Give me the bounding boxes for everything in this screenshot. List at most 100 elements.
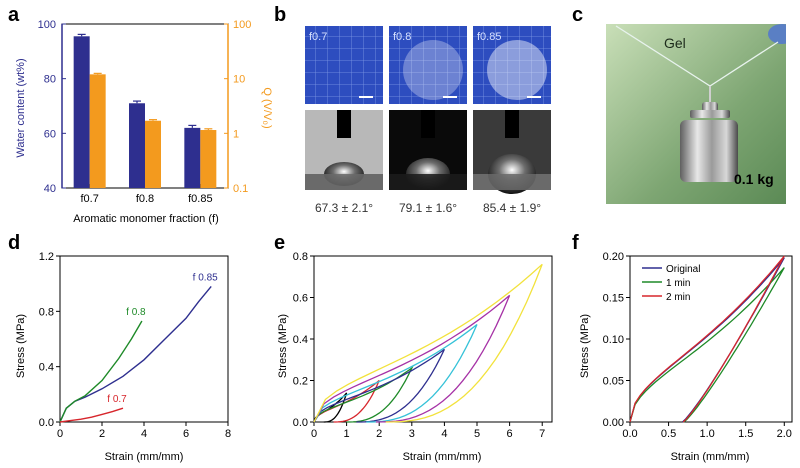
chart-a-y-tick-label: 60: [44, 128, 56, 140]
chart-d-y-tick-label: 0.0: [39, 417, 54, 429]
chart-e-cycle-loop: [313, 294, 511, 423]
chart-e-x-tick-label: 0: [311, 428, 317, 440]
weight-body: [680, 120, 738, 182]
chart-e-x-tick-label: 6: [507, 428, 513, 440]
chart-e-cyclic-loading: 0 1 2 3 4 5 6 7 0.0 0.2 0.4 0.6 0.8 Stress (MPa) Str…: [277, 251, 553, 463]
chart-e-x-tick-label: 5: [474, 428, 480, 440]
needle: [421, 110, 435, 138]
chart-e-x-axis-label: Strain (mm/mm): [403, 451, 482, 463]
sample-label: f0.85: [477, 31, 501, 43]
chart-a-bar: [89, 74, 106, 188]
chart-a-y-axis-label: Water content (wt%): [15, 58, 27, 157]
panel-label-f: f: [572, 232, 579, 254]
chart-a-x-tick-label: f0.7: [80, 193, 98, 205]
contact-angle-figure: f0.7 67.3 ± 2.1° f0.8 79.1 ± 1.6° f0.85 85.4 …: [305, 26, 551, 215]
chart-e-y-tick-label: 0.6: [293, 293, 308, 305]
chart-e-frame: [313, 255, 553, 423]
weight-knob: [702, 102, 718, 112]
chart-d-x-tick-label: 0: [57, 428, 63, 440]
chart-e-x-tick-label: 3: [409, 428, 415, 440]
gel-disc: [487, 40, 547, 100]
sample-label: f0.7: [309, 31, 327, 43]
chart-f-y-tick-label: 0.00: [603, 417, 624, 429]
panel-label-d: d: [8, 232, 21, 254]
chart-f-x-tick-label: 0.0: [622, 428, 637, 440]
weight-label: 0.1 kg: [734, 171, 774, 187]
chart-f-recovery-loops: 0.0 0.5 1.0 1.5 2.0 0.00 0.05 0.10 0.15 0.20 Orig…: [579, 251, 793, 463]
chart-a-bar: [73, 36, 90, 188]
chart-f-series-loop: [629, 267, 785, 423]
chart-d-series-line: [59, 320, 143, 423]
chart-a-y-tick-label: 100: [38, 19, 56, 31]
chart-f-legend-label: 2 min: [666, 292, 690, 303]
chart-f-x-tick-label: 1.0: [699, 428, 714, 440]
panel-label-b: b: [274, 4, 287, 26]
chart-d-y-tick-label: 0.8: [39, 306, 54, 318]
chart-f-y-tick-label: 0.10: [603, 334, 624, 346]
chart-f-legend-label: Original: [666, 264, 700, 275]
contact-angle-sample: f0.7 67.3 ± 2.1°: [305, 26, 383, 215]
chart-d-series-label: f 0.8: [126, 307, 146, 318]
chart-a-right-tick-label: 1: [233, 128, 239, 140]
chart-f-x-tick-label: 2.0: [777, 428, 792, 440]
chart-e-cycle-loop: [313, 323, 478, 423]
chart-a-right-tick-label: 10: [233, 74, 245, 86]
chart-f-x-tick-label: 1.5: [738, 428, 753, 440]
chart-e-y-tick-label: 0.0: [293, 417, 308, 429]
chart-e-x-tick-label: 2: [376, 428, 382, 440]
contact-angle-panel: f0.7 67.3 ± 2.1° f0.8 79.1 ± 1.6° f0.85 85.4 …: [303, 24, 559, 220]
chart-a-y-tick-label: 80: [44, 74, 56, 86]
needle: [337, 110, 351, 138]
chart-e-cycle-loop: [313, 263, 543, 423]
chart-f-y-tick-label: 0.20: [603, 251, 624, 263]
contact-angle-sample: f0.85 85.4 ± 1.9°: [473, 26, 551, 215]
chart-a-water-content-swelling: 40 60 80 100 0.1 1 10 100 f0.7 f0.8 f0.85 Water co…: [15, 19, 273, 225]
contact-angle-value: 67.3 ± 2.1°: [315, 201, 373, 215]
chart-e-y-tick-label: 0.4: [293, 334, 308, 346]
chart-d-x-axis-label: Strain (mm/mm): [105, 451, 184, 463]
chart-d-series-line: [59, 407, 124, 423]
gel-label: Gel: [664, 35, 686, 51]
chart-a-right-tick-label: 100: [233, 19, 251, 31]
gel-disc: [403, 40, 463, 100]
chart-f-series-loop: [629, 255, 785, 423]
chart-f-legend-label: 1 min: [666, 278, 690, 289]
grid-photo: [473, 26, 551, 104]
chart-e-cycle-loop: [313, 366, 414, 423]
chart-a-x-tick-label: f0.85: [188, 193, 212, 205]
chart-e-cycle-loop: [313, 348, 445, 423]
chart-a-right-tick-label: 0.1: [233, 183, 248, 195]
chart-e-x-tick-label: 4: [441, 428, 447, 440]
chart-d-y-axis-label: Stress (MPa): [15, 314, 27, 378]
contact-angle-value: 85.4 ± 1.9°: [483, 201, 541, 215]
scale-bar: [443, 96, 457, 98]
chart-d-x-tick-label: 8: [225, 428, 231, 440]
chart-e-x-tick-label: 7: [539, 428, 545, 440]
panel-label-e: e: [274, 232, 286, 254]
chart-d-y-tick-label: 0.4: [39, 362, 54, 374]
chart-a-bar: [200, 130, 217, 188]
contact-angle-sample: f0.8 79.1 ± 1.6°: [389, 26, 467, 215]
chart-d-x-tick-label: 6: [183, 428, 189, 440]
needle: [505, 110, 519, 138]
chart-a-bar: [184, 127, 201, 188]
chart-d-series-label: f 0.7: [107, 394, 127, 405]
chart-e-y-tick-label: 0.8: [293, 251, 308, 263]
panel-label-a: a: [8, 4, 20, 26]
chart-a-x-tick-label: f0.8: [136, 193, 154, 205]
chart-f-y-tick-label: 0.15: [603, 293, 624, 305]
panel-label-c: c: [572, 4, 584, 26]
grid-photo: [389, 26, 467, 104]
glove-icon: [768, 24, 786, 44]
chart-e-y-axis-label: Stress (MPa): [277, 314, 289, 378]
chart-d-y-tick-label: 1.2: [39, 251, 54, 263]
contact-angle-value: 79.1 ± 1.6°: [399, 201, 457, 215]
chart-d-series-label: f 0.85: [193, 272, 218, 283]
chart-f-y-tick-label: 0.05: [603, 376, 624, 388]
chart-f-x-tick-label: 0.5: [661, 428, 676, 440]
chart-d-stress-strain: 0 2 4 6 8 0.0 0.4 0.8 1.2 f 0.85 f 0.8 f 0.7 Stres…: [15, 251, 231, 463]
chart-a-y-tick-label: 40: [44, 183, 56, 195]
chart-d-x-tick-label: 4: [141, 428, 147, 440]
chart-e-y-tick-label: 0.2: [293, 376, 308, 388]
sample-label: f0.8: [393, 31, 411, 43]
